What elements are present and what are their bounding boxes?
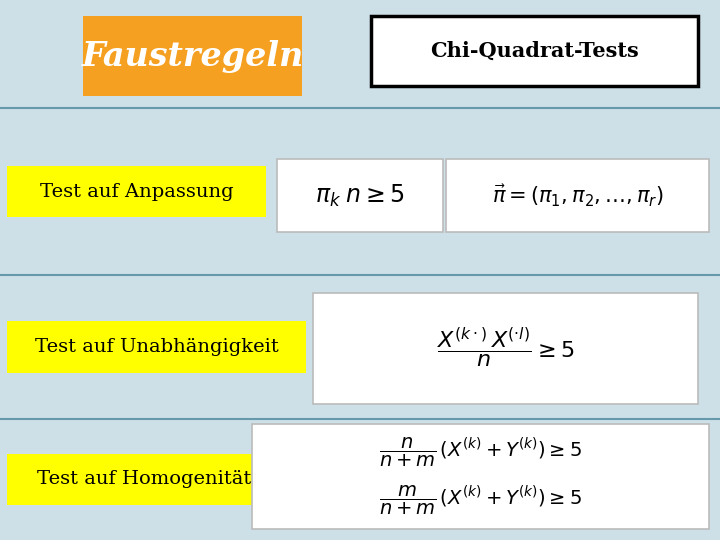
Text: $\vec{\pi} = (\pi_1, \pi_2, \ldots, \pi_r)$: $\vec{\pi} = (\pi_1, \pi_2, \ldots, \pi_… bbox=[492, 183, 664, 209]
Text: $\dfrac{m}{n+m}\,\left(X^{(k)} + Y^{(k)}\right) \geq 5$: $\dfrac{m}{n+m}\,\left(X^{(k)} + Y^{(k)}… bbox=[379, 484, 582, 517]
FancyBboxPatch shape bbox=[7, 454, 281, 505]
Text: $\pi_k\; n \geq 5$: $\pi_k\; n \geq 5$ bbox=[315, 183, 405, 209]
Text: Test auf Anpassung: Test auf Anpassung bbox=[40, 183, 233, 201]
FancyBboxPatch shape bbox=[446, 159, 709, 232]
FancyBboxPatch shape bbox=[252, 424, 709, 529]
FancyBboxPatch shape bbox=[313, 293, 698, 404]
Text: $\dfrac{n}{n+m}\,\left(X^{(k)} + Y^{(k)}\right) \geq 5$: $\dfrac{n}{n+m}\,\left(X^{(k)} + Y^{(k)}… bbox=[379, 436, 582, 469]
FancyBboxPatch shape bbox=[371, 16, 698, 86]
FancyBboxPatch shape bbox=[7, 166, 266, 217]
Text: Chi-Quadrat-Tests: Chi-Quadrat-Tests bbox=[431, 41, 639, 62]
Text: Faustregeln: Faustregeln bbox=[81, 39, 304, 73]
Text: Test auf Unabhängigkeit: Test auf Unabhängigkeit bbox=[35, 338, 279, 356]
Text: $\dfrac{X^{(k\cdot)}\, X^{(\cdot l)}}{n} \geq 5$: $\dfrac{X^{(k\cdot)}\, X^{(\cdot l)}}{n}… bbox=[437, 326, 575, 370]
FancyBboxPatch shape bbox=[277, 159, 443, 232]
FancyBboxPatch shape bbox=[7, 321, 306, 373]
Text: Test auf Homogenität: Test auf Homogenität bbox=[37, 470, 251, 488]
FancyBboxPatch shape bbox=[83, 16, 302, 96]
